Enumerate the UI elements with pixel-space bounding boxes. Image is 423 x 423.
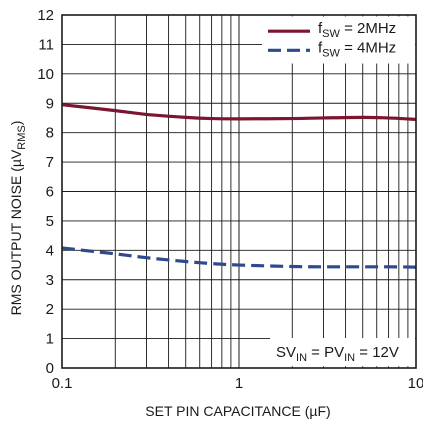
y-tick-label: 12: [37, 7, 54, 24]
x-tick-label: 1: [235, 375, 243, 392]
x-tick-label: 10: [408, 375, 423, 392]
y-axis-title-tail: ): [8, 121, 24, 126]
grid: [61, 14, 417, 369]
condition-annotation: SVIN = PVIN = 12V: [270, 337, 415, 367]
legend-background: [262, 16, 415, 64]
legend: fSW = 2MHz fSW = 4MHz: [262, 16, 415, 64]
y-tick-label: 10: [37, 66, 54, 83]
y-tick-label: 1: [46, 331, 54, 348]
annotation-background: [270, 337, 415, 367]
y-tick-label: 9: [46, 95, 54, 112]
y-tick-label: 5: [46, 213, 54, 230]
y-tick-label: 3: [46, 272, 54, 289]
y-axis-title-sub: RMS: [16, 125, 28, 149]
series-line-2mhz: [61, 103, 417, 122]
legend-label-2mhz: fSW = 2MHz: [318, 20, 396, 40]
y-tick-label: 6: [46, 184, 54, 201]
series-lines: [61, 103, 417, 269]
legend-label-4mhz: fSW = 4MHz: [318, 39, 396, 59]
annotation-text: SVIN = PVIN = 12V: [276, 344, 399, 364]
y-tick-label: 8: [46, 125, 54, 142]
y-tick-label: 2: [46, 301, 54, 318]
y-axis-title: RMS OUTPUT NOISE (µVRMS): [8, 121, 28, 316]
y-tick-label: 7: [46, 154, 54, 171]
y-tick-label: 11: [38, 36, 54, 53]
plot-frame: [61, 14, 417, 369]
x-tick-label: 0.1: [52, 375, 73, 392]
y-tick-label: 4: [46, 242, 54, 259]
x-axis-title: SET PIN CAPACITANCE (µF): [145, 403, 330, 419]
y-axis-title-main: RMS OUTPUT NOISE (µV: [8, 149, 24, 315]
y-tick-label: 0: [46, 360, 54, 377]
series-line-4mhz: [61, 246, 417, 269]
